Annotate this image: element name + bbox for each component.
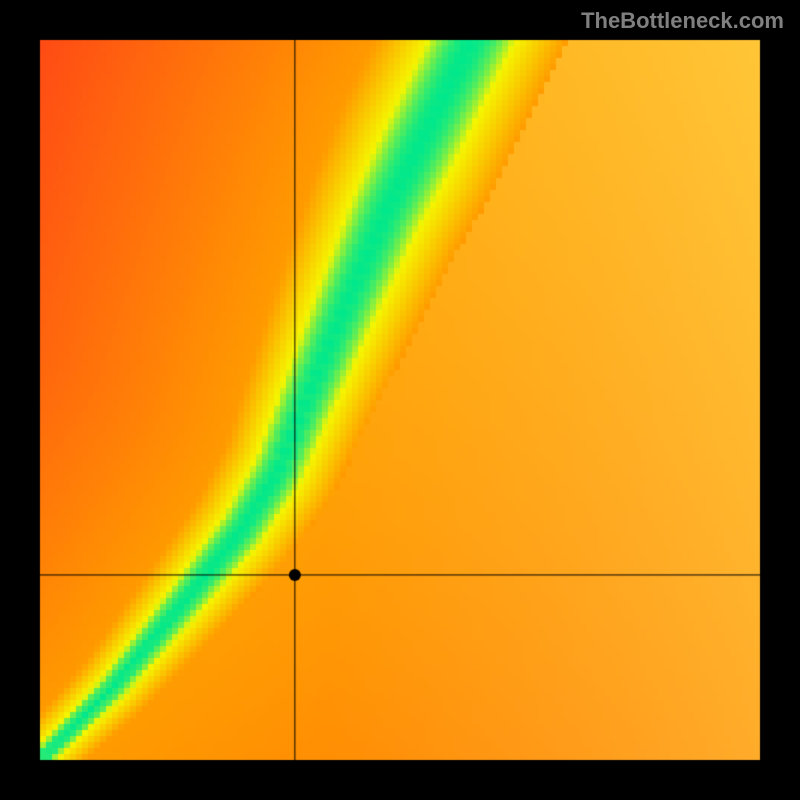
- heatmap-canvas: [0, 0, 800, 800]
- watermark-text: TheBottleneck.com: [581, 8, 784, 34]
- chart-container: TheBottleneck.com: [0, 0, 800, 800]
